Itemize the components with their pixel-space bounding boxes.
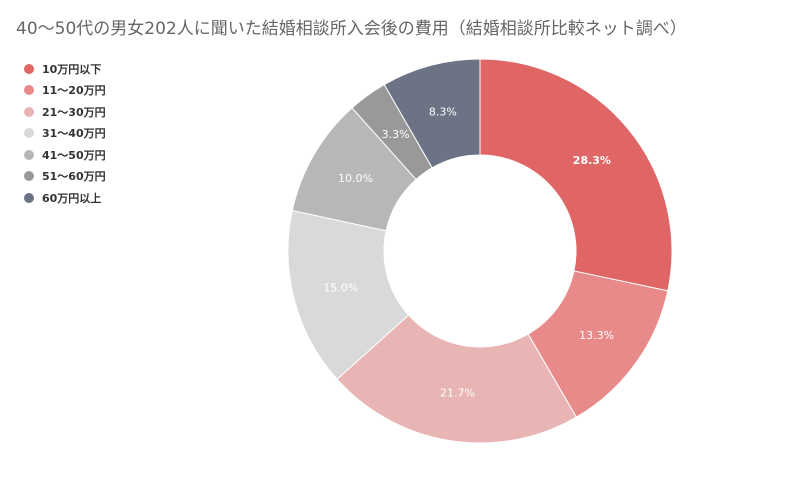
legend-item: 21～30万円 <box>24 101 106 123</box>
legend-item: 51～60万円 <box>24 166 106 188</box>
legend-item: 11～20万円 <box>24 80 106 102</box>
slice-value-label: 8.3% <box>429 105 457 118</box>
legend-label: 10万円以下 <box>42 62 102 76</box>
slice-value-label: 15.0% <box>323 281 358 294</box>
legend-swatch <box>24 85 34 96</box>
legend-item: 10万円以下 <box>24 58 106 80</box>
slice-value-label: 13.3% <box>579 329 614 342</box>
legend-label: 60万円以上 <box>42 191 102 205</box>
donut-slice <box>336 314 577 444</box>
slice-value-label: 3.3% <box>382 128 410 141</box>
slice-value-label: 21.7% <box>440 387 475 400</box>
legend-swatch <box>24 106 34 117</box>
legend-label: 31～40万円 <box>42 127 106 141</box>
slice-value-label: 28.3% <box>573 154 611 167</box>
legend-item: 31～40万円 <box>24 123 106 145</box>
legend-label: 41～50万円 <box>42 148 106 162</box>
legend: 10万円以下 11～20万円 21～30万円 31～40万円 41～50万円 5… <box>24 58 106 209</box>
legend-item: 41～50万円 <box>24 144 106 166</box>
legend-item: 60万円以上 <box>24 187 106 209</box>
legend-label: 11～20万円 <box>42 84 106 98</box>
chart-title: 40～50代の男女202人に聞いた結婚相談所入会後の費用（結婚相談所比較ネット調… <box>16 19 687 39</box>
slice-value-label: 10.0% <box>338 172 373 185</box>
legend-label: 51～60万円 <box>42 170 106 184</box>
legend-label: 21～30万円 <box>42 105 106 119</box>
donut-slice <box>383 58 481 169</box>
legend-swatch <box>24 192 34 203</box>
legend-swatch <box>24 171 34 182</box>
donut-slice <box>479 58 673 292</box>
legend-swatch <box>24 63 34 74</box>
legend-swatch <box>24 128 34 139</box>
legend-swatch <box>24 149 34 160</box>
